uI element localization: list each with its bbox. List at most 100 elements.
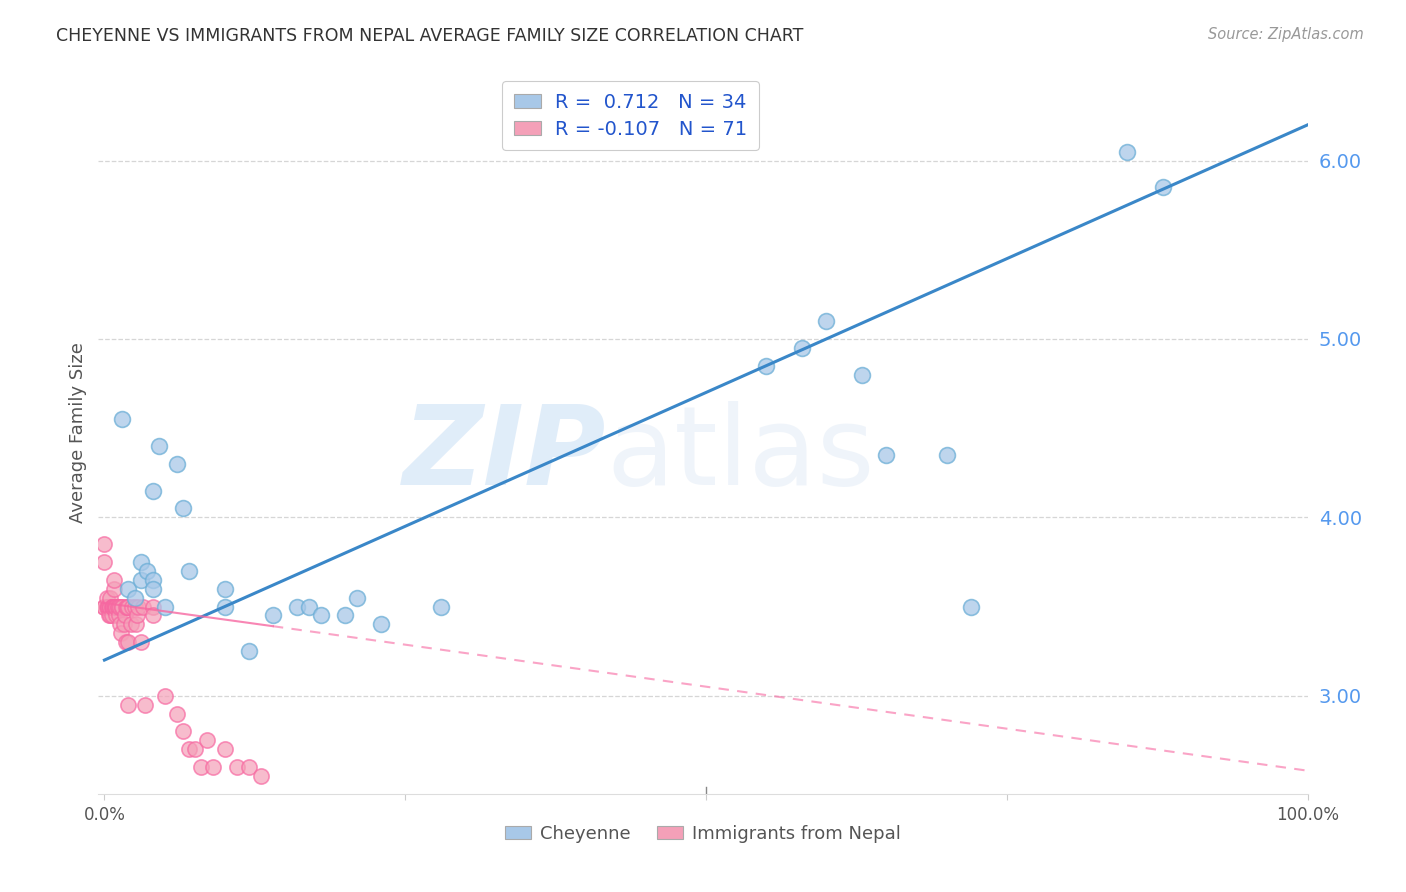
Point (111, 412, 134, 426)
Legend: Cheyenne, Immigrants from Nepal: Cheyenne, Immigrants from Nepal (498, 817, 908, 850)
Point (104, 599, 127, 614)
Point (172, 724, 194, 739)
Point (153, 599, 176, 614)
Point (108, 599, 131, 614)
Point (183, 742, 205, 756)
Point (1152, 180, 1174, 194)
Point (333, 608, 356, 623)
Point (117, 599, 139, 614)
Point (121, 599, 143, 614)
Point (100, 608, 122, 623)
Point (93, 555, 115, 569)
Point (142, 573, 165, 587)
Point (97, 599, 120, 614)
Point (97, 599, 120, 614)
Point (117, 582, 139, 596)
Point (101, 599, 124, 614)
Point (298, 599, 321, 614)
Point (755, 359, 778, 373)
Point (851, 368, 873, 382)
Point (214, 742, 236, 756)
Point (127, 599, 149, 614)
Point (346, 591, 368, 605)
Point (792, 341, 814, 355)
Point (129, 555, 152, 569)
Point (101, 599, 124, 614)
Point (105, 599, 128, 614)
Point (195, 733, 218, 747)
Point (103, 599, 125, 614)
Point (125, 617, 148, 632)
Point (104, 599, 127, 614)
Point (142, 582, 165, 596)
Point (172, 501, 194, 516)
Point (108, 608, 131, 623)
Point (110, 626, 132, 640)
Point (103, 582, 125, 596)
Point (115, 635, 138, 649)
Point (100, 599, 122, 614)
Point (166, 457, 188, 471)
Point (108, 599, 131, 614)
Point (115, 599, 138, 614)
Point (108, 617, 131, 632)
Point (129, 635, 152, 649)
Point (100, 599, 122, 614)
Point (134, 698, 156, 712)
Point (875, 448, 897, 462)
Point (103, 573, 125, 587)
Point (309, 608, 332, 623)
Point (124, 591, 146, 605)
Point (114, 608, 136, 623)
Point (100, 599, 122, 614)
Point (117, 698, 139, 712)
Point (105, 608, 128, 623)
Point (93, 537, 115, 551)
Point (104, 599, 127, 614)
Point (98, 599, 121, 614)
Point (101, 599, 124, 614)
Point (100, 591, 122, 605)
Point (166, 706, 188, 721)
Point (124, 599, 146, 614)
Text: Source: ZipAtlas.com: Source: ZipAtlas.com (1208, 27, 1364, 42)
Point (190, 760, 212, 774)
Text: CHEYENNE VS IMMIGRANTS FROM NEPAL AVERAGE FAMILY SIZE CORRELATION CHART: CHEYENNE VS IMMIGRANTS FROM NEPAL AVERAG… (56, 27, 804, 45)
Y-axis label: Average Family Size: Average Family Size (69, 343, 87, 523)
Point (148, 439, 170, 453)
Point (959, 599, 981, 614)
Point (262, 608, 284, 623)
Point (105, 599, 128, 614)
Point (132, 599, 155, 614)
Point (238, 644, 260, 658)
Point (111, 599, 134, 614)
Point (177, 742, 200, 756)
Point (225, 760, 247, 774)
Point (100, 599, 122, 614)
Point (112, 617, 135, 632)
Point (142, 599, 165, 614)
Point (101, 599, 124, 614)
Point (370, 617, 392, 632)
Text: atlas: atlas (606, 401, 875, 508)
Point (96, 599, 118, 614)
Point (935, 448, 957, 462)
Point (285, 599, 308, 614)
Point (135, 564, 157, 578)
Point (815, 314, 838, 328)
Point (100, 608, 122, 623)
Point (107, 599, 129, 614)
Point (142, 483, 165, 498)
Point (125, 608, 148, 623)
Point (142, 608, 165, 623)
Point (105, 599, 128, 614)
Point (129, 573, 152, 587)
Point (201, 760, 224, 774)
Point (238, 760, 260, 774)
Point (107, 599, 129, 614)
Point (93, 599, 115, 614)
Point (93, 599, 115, 614)
Point (111, 599, 134, 614)
Point (98, 608, 121, 623)
Point (430, 599, 453, 614)
